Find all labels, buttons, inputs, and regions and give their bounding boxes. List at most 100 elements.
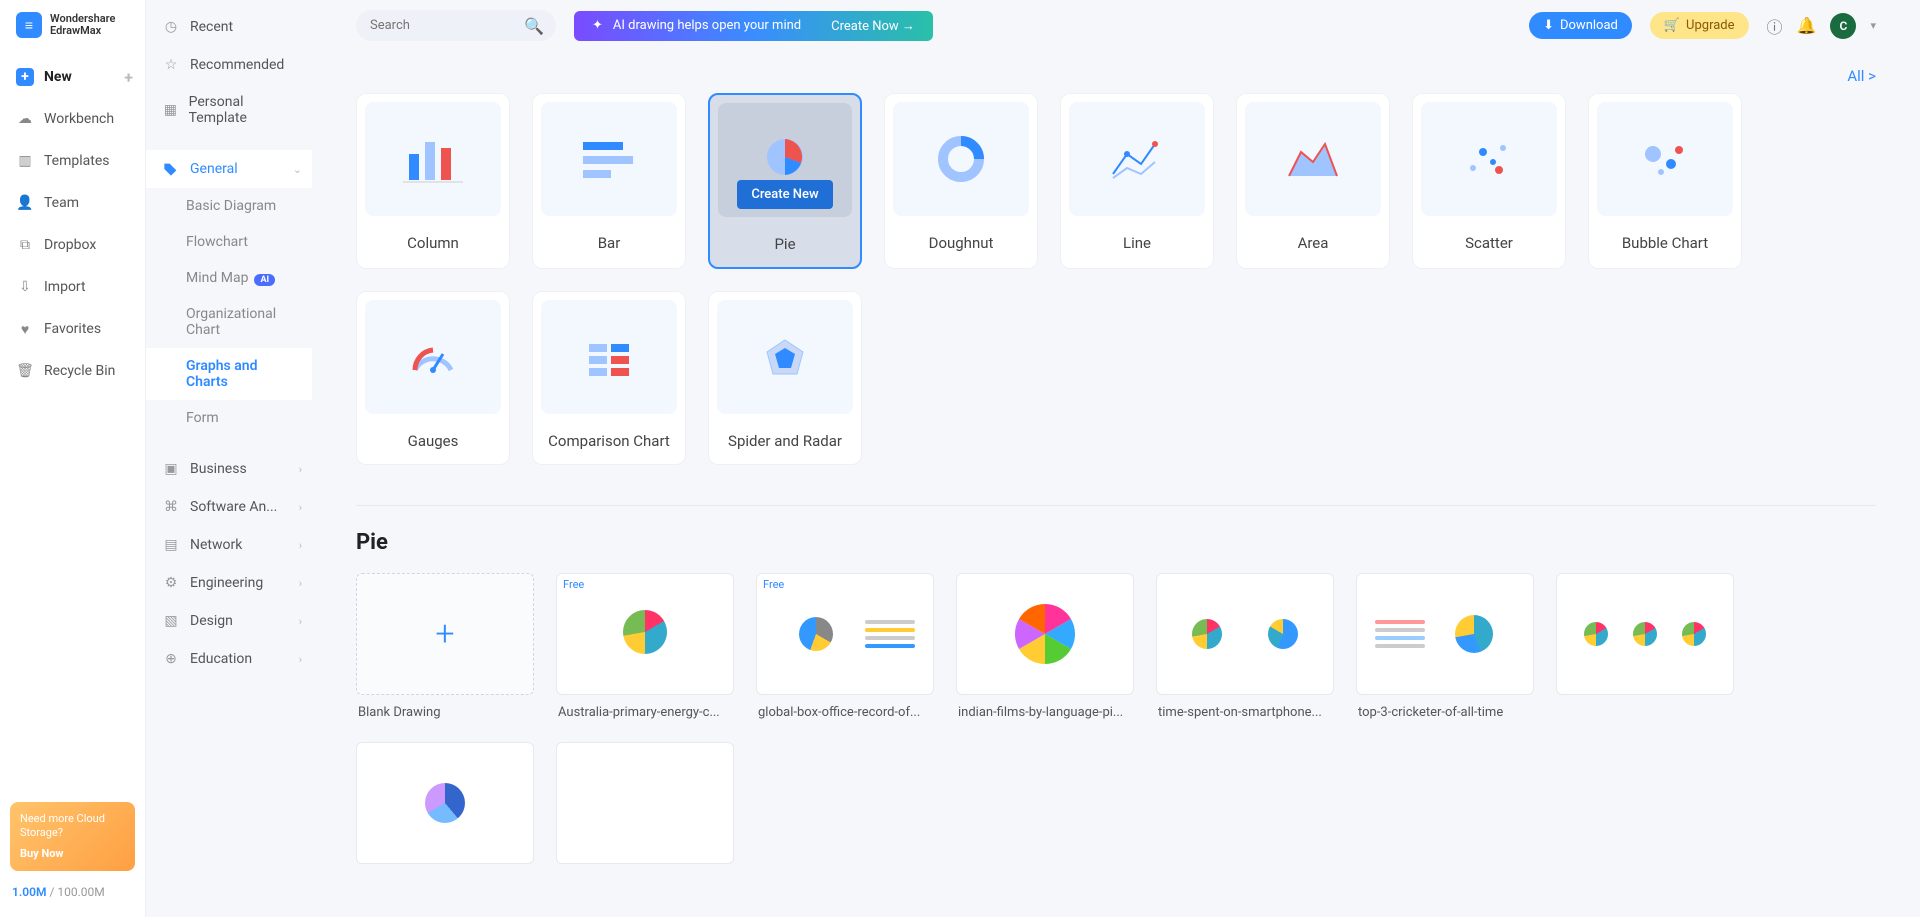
ai-badge: AI <box>254 274 275 286</box>
s2-label: Recent <box>190 19 233 35</box>
logo-mark-icon: ≡ <box>16 12 42 38</box>
type-column[interactable]: Column <box>356 93 510 269</box>
quota-sep: / <box>46 885 57 899</box>
s2-label: Education <box>190 651 252 667</box>
tpl-label: Australia-primary-energy-c... <box>556 695 734 720</box>
type-spider[interactable]: Spider and Radar <box>708 291 862 465</box>
s2-engineering[interactable]: ⚙Engineering› <box>146 564 312 602</box>
search-box: 🔍 <box>356 10 556 41</box>
chevron-right-icon: › <box>299 615 302 628</box>
tpl-indian[interactable]: indian-films-by-language-pi... <box>956 573 1134 720</box>
dropbox-icon: ⧉ <box>16 236 34 254</box>
s2-sub-mindmap[interactable]: Mind MapAI <box>146 260 312 296</box>
s2-business[interactable]: ▣Business› <box>146 450 312 488</box>
code-icon: ⌘ <box>162 498 180 516</box>
main-content: 🔍 ✦ AI drawing helps open your mind Crea… <box>312 0 1920 917</box>
type-label: Pie <box>710 225 860 267</box>
type-gauges[interactable]: Gauges <box>356 291 510 465</box>
btn-label: Upgrade <box>1686 18 1734 33</box>
plus-icon: + <box>16 68 34 86</box>
logo-text: Wondershare EdrawMax <box>50 13 115 37</box>
secondary-sidebar: ◷Recent ☆Recommended ▦Personal Template … <box>146 0 312 917</box>
type-area[interactable]: Area <box>1236 93 1390 269</box>
thumb-bar-icon <box>541 102 677 216</box>
tpl-label: Blank Drawing <box>356 695 534 720</box>
s2-education[interactable]: ⊕Education› <box>146 640 312 678</box>
tpl-australia[interactable]: Free Australia-primary-energy-c... <box>556 573 734 720</box>
s2-software[interactable]: ⌘Software An...› <box>146 488 312 526</box>
upgrade-button[interactable]: 🛒Upgrade <box>1650 12 1749 39</box>
all-link[interactable]: All > <box>356 67 1876 85</box>
tpl-smartphone[interactable]: time-spent-on-smartphone... <box>1156 573 1334 720</box>
s2-label: General <box>190 161 238 177</box>
s2-network[interactable]: ▤Network› <box>146 526 312 564</box>
tpl-row2-b[interactable] <box>356 742 534 864</box>
banner-text: AI drawing helps open your mind <box>613 18 801 33</box>
nav-dropbox[interactable]: ⧉Dropbox <box>0 226 145 264</box>
type-line[interactable]: Line <box>1060 93 1214 269</box>
s2-sub-form[interactable]: Form <box>146 400 312 436</box>
s2-sub-org[interactable]: Organizational Chart <box>146 296 312 348</box>
tpl-thumb <box>1156 573 1334 695</box>
thumb-pie-icon: Create New <box>718 103 852 217</box>
s2-sub-flowchart[interactable]: Flowchart <box>146 224 312 260</box>
thumb-gauges-icon <box>365 300 501 414</box>
tpl-thumb <box>556 742 734 864</box>
free-tag: Free <box>563 578 584 591</box>
storage-promo[interactable]: Need more Cloud Storage? Buy Now <box>10 802 135 871</box>
s2-personal[interactable]: ▦Personal Template <box>146 84 312 136</box>
s2-design[interactable]: ▧Design› <box>146 602 312 640</box>
template-grid: + Blank Drawing Free Australia-primary-e… <box>356 573 1876 864</box>
user-avatar[interactable]: C <box>1830 13 1856 39</box>
tpl-cricketer[interactable]: top-3-cricketer-of-all-time <box>1356 573 1534 720</box>
design-icon: ▧ <box>162 612 180 630</box>
s2-recommended[interactable]: ☆Recommended <box>146 46 312 84</box>
brand-line2: EdrawMax <box>50 25 115 37</box>
search-icon[interactable]: 🔍 <box>524 16 544 35</box>
tpl-thumb <box>1556 573 1734 695</box>
s2-label: Engineering <box>190 575 263 591</box>
tpl-row2-c[interactable] <box>556 742 734 864</box>
type-comparison[interactable]: Comparison Chart <box>532 291 686 465</box>
nav-templates[interactable]: ▥Templates <box>0 142 145 180</box>
top-bar: 🔍 ✦ AI drawing helps open your mind Crea… <box>356 10 1876 41</box>
s2-sub-graphs[interactable]: Graphs and Charts <box>146 348 312 400</box>
promo-line2: Storage? <box>20 826 125 840</box>
bell-icon[interactable]: 🔔 <box>1797 16 1817 35</box>
type-label: Gauges <box>357 422 509 464</box>
nav-team[interactable]: 👤Team <box>0 184 145 222</box>
nav-recyclebin[interactable]: 🗑Recycle Bin <box>0 352 145 390</box>
ai-banner[interactable]: ✦ AI drawing helps open your mind Create… <box>574 11 933 41</box>
s2-general[interactable]: General⌄ <box>146 150 312 188</box>
nav-import[interactable]: ⇩Import <box>0 268 145 306</box>
type-label: Bubble Chart <box>1589 224 1741 266</box>
s2-sub-basic[interactable]: Basic Diagram <box>146 188 312 224</box>
tpl-row2-a[interactable] <box>1556 573 1734 720</box>
tpl-blank[interactable]: + Blank Drawing <box>356 573 534 720</box>
nav-favorites[interactable]: ♥Favorites <box>0 310 145 348</box>
type-pie[interactable]: Create New Pie <box>708 93 862 269</box>
tpl-boxoffice[interactable]: Free global-box-office-record-of... <box>756 573 934 720</box>
create-new-button[interactable]: Create New <box>737 180 832 209</box>
thumb-bubble-icon <box>1597 102 1733 216</box>
s2-recent[interactable]: ◷Recent <box>146 8 312 46</box>
type-scatter[interactable]: Scatter <box>1412 93 1566 269</box>
nav-workbench[interactable]: ☁Workbench <box>0 100 145 138</box>
type-bubble[interactable]: Bubble Chart <box>1588 93 1742 269</box>
engineering-icon: ⚙ <box>162 574 180 592</box>
type-bar[interactable]: Bar <box>532 93 686 269</box>
download-button[interactable]: ⬇Download <box>1529 12 1632 39</box>
banner-cta: Create Now → <box>831 18 915 34</box>
help-icon[interactable]: ⓘ <box>1767 14 1783 38</box>
network-icon: ▤ <box>162 536 180 554</box>
type-doughnut[interactable]: Doughnut <box>884 93 1038 269</box>
type-label: Scatter <box>1413 224 1565 266</box>
type-label: Area <box>1237 224 1389 266</box>
plus-right-icon[interactable]: + <box>124 68 133 87</box>
caret-down-icon[interactable]: ▾ <box>1870 19 1876 32</box>
nav-label: Team <box>44 195 79 211</box>
nav-new[interactable]: + New + <box>0 58 145 96</box>
thumb-column-icon <box>365 102 501 216</box>
btn-label: Download <box>1560 18 1618 33</box>
tpl-label: global-box-office-record-of... <box>756 695 934 720</box>
